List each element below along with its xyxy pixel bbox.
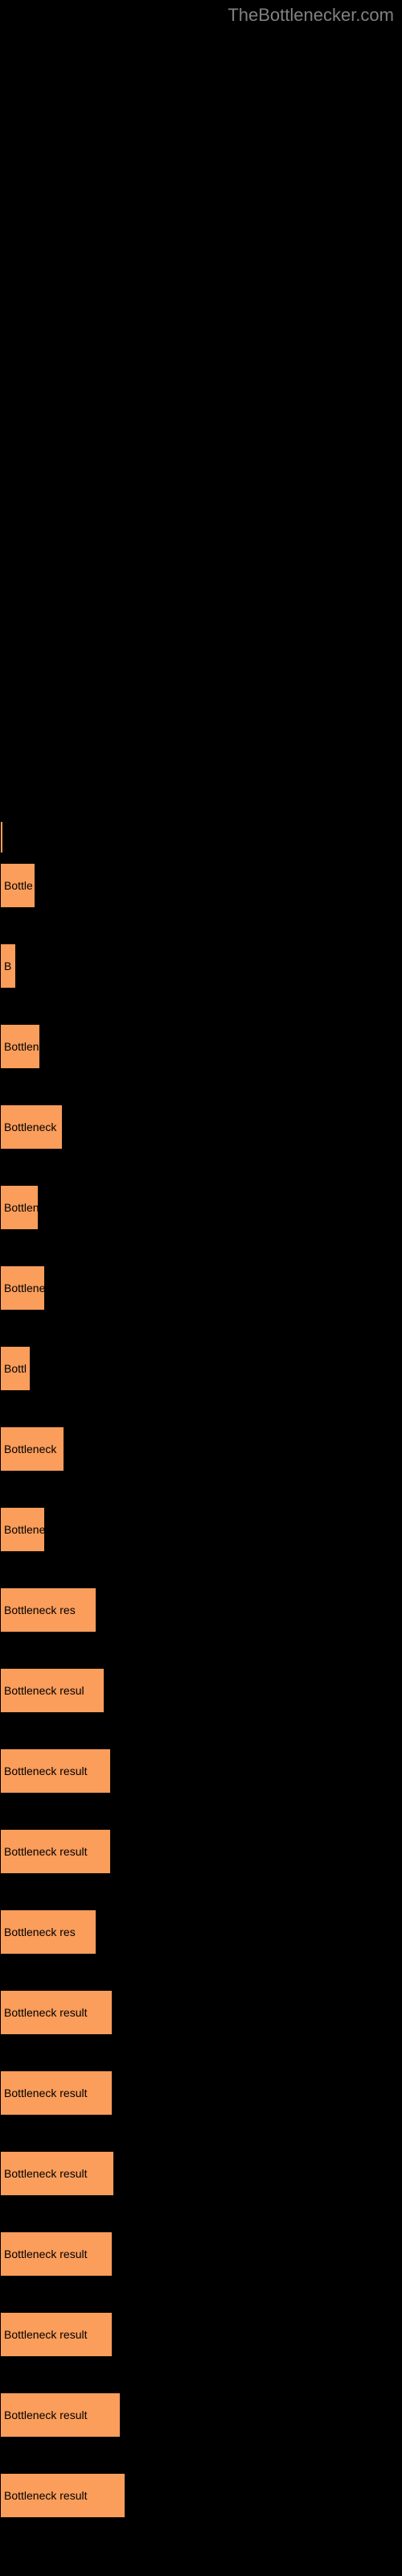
bar-row: Bottleneck res — [0, 1570, 402, 1650]
bar: Bottleneck result — [0, 1829, 111, 1874]
bar: Bottleneck — [0, 1426, 64, 1472]
bar-row: Bottleneck result — [0, 1811, 402, 1892]
bar-label: Bottleneck res — [4, 1604, 76, 1616]
bar-row: Bottleneck result — [0, 2375, 402, 2455]
bar-row: Bottleneck result — [0, 2133, 402, 2214]
bar: B — [0, 943, 16, 989]
bar-chart: Bottle B Bottlen Bottleneck Bottlen Bottlene B… — [0, 845, 402, 2536]
bar-label: Bottleneck result — [4, 1845, 88, 1858]
bar-label: Bottleneck result — [4, 2087, 88, 2099]
bar-label: Bottleneck result — [4, 2006, 88, 2019]
bar-label: Bottlen — [4, 1201, 39, 1214]
bar-label: Bottleneck result — [4, 2328, 88, 2341]
bar-row: Bottlen — [0, 1167, 402, 1248]
bar-label: Bottlene — [4, 1282, 45, 1294]
bar-row: Bottleneck result — [0, 2455, 402, 2536]
bar-label: B — [4, 960, 11, 972]
bar: Bottlen — [0, 1185, 39, 1230]
bar: Bottle — [0, 863, 35, 908]
bar-row: Bottleneck — [0, 1087, 402, 1167]
bar-row: Bottl — [0, 1328, 402, 1409]
bar: Bottleneck result — [0, 2151, 114, 2196]
bar-row: Bottle — [0, 845, 402, 926]
bar-label: Bottleneck — [4, 1121, 56, 1133]
bar-label: Bottle — [4, 879, 33, 892]
bar-label: Bottleneck result — [4, 2489, 88, 2502]
bar-row: Bottleneck result — [0, 2053, 402, 2133]
watermark-text: TheBottlenecker.com — [228, 5, 394, 26]
bar-row: Bottleneck resul — [0, 1650, 402, 1731]
bar-label: Bottleneck result — [4, 2167, 88, 2180]
bar-label: Bottleneck result — [4, 2248, 88, 2260]
bar-label: Bottlen — [4, 1040, 39, 1053]
bar-label: Bottleneck result — [4, 1765, 88, 1777]
bar: Bottleneck result — [0, 2392, 121, 2438]
bar: Bottleneck result — [0, 1990, 113, 2035]
bar-row: Bottlene — [0, 1248, 402, 1328]
bar-row: Bottleneck — [0, 1409, 402, 1489]
bar-label: Bottl — [4, 1362, 27, 1375]
bar-row: Bottleneck result — [0, 2214, 402, 2294]
bar-row: Bottlene — [0, 1489, 402, 1570]
bar: Bottleneck res — [0, 1587, 96, 1633]
bar: Bottleneck resul — [0, 1668, 105, 1713]
bar: Bottleneck result — [0, 2473, 125, 2518]
bar: Bottleneck result — [0, 2070, 113, 2116]
bar: Bottleneck res — [0, 1909, 96, 1955]
bar-label: Bottlene — [4, 1523, 45, 1536]
bar: Bottl — [0, 1346, 31, 1391]
bar-label: Bottleneck result — [4, 2409, 88, 2421]
bar: Bottleneck result — [0, 2231, 113, 2277]
bar: Bottlen — [0, 1024, 40, 1069]
bar-row: B — [0, 926, 402, 1006]
bar-label: Bottleneck — [4, 1443, 56, 1455]
bar-row: Bottleneck result — [0, 1972, 402, 2053]
bar-row: Bottlen — [0, 1006, 402, 1087]
bar-row: Bottleneck result — [0, 1731, 402, 1811]
bar: Bottlene — [0, 1265, 45, 1311]
bar: Bottleneck — [0, 1104, 63, 1150]
bar-row: Bottleneck result — [0, 2294, 402, 2375]
bar: Bottleneck result — [0, 2312, 113, 2357]
bar: Bottleneck result — [0, 1748, 111, 1794]
bar-row: Bottleneck res — [0, 1892, 402, 1972]
bar-label: Bottleneck res — [4, 1926, 76, 1938]
bars-container: Bottle B Bottlen Bottleneck Bottlen Bottlene B… — [0, 845, 402, 2536]
bar-label: Bottleneck resul — [4, 1684, 84, 1697]
bar: Bottlene — [0, 1507, 45, 1552]
